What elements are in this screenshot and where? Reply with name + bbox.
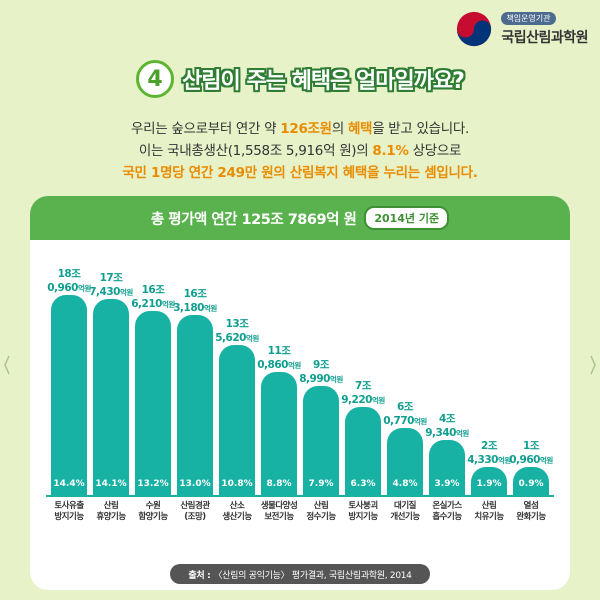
bar-value-label: 16조 6,210억원 [131,284,175,311]
main-title: 산림이 주는 혜택은 얼마일까요? [182,69,465,94]
bar-value-label: 2조 4,330억원 [467,440,511,466]
page-title: 4 산림이 주는 혜택은 얼마일까요? [0,60,600,98]
category-label: 생물다양성 보전기능 [260,501,298,522]
chart-bar [261,372,297,495]
bar-percent-label: 7.9% [308,479,334,489]
bar-percent-label: 0.9% [518,479,544,489]
bar-percent-label: 1.9% [476,479,502,489]
bar-value-label: 1조 0,960억원 [509,440,553,466]
intro-line-2: 이는 국내총생산(1,558조 5,916억 원)의 8.1% 상당으로 [138,143,462,159]
bar-value-label: 4조 9,340억원 [425,413,469,440]
bar-value-label: 16조 3,180억원 [173,287,217,314]
chart-bar [429,440,465,495]
chevron-right-icon[interactable] [590,355,596,375]
chart-bar [135,311,171,495]
bar-value-label: 17조 7,430억원 [89,271,133,298]
bar-percent-label: 8.8% [266,479,292,489]
chart-bar [93,298,129,495]
bar-value-label: 18조 0,960억원 [47,268,91,294]
intro-line-3: 국민 1명당 연간 249만 원의 산림복지 혜택을 누리는 셈입니다. [122,165,478,181]
section-number: 4 [136,60,175,98]
chart-bar [471,467,507,495]
chart-baseline [46,495,554,497]
category-label: 열섬 완화기능 [516,501,546,522]
taegeuk-icon [457,11,492,47]
category-label: 산림 휴양기능 [96,501,126,522]
chart-card: 총 평가액 연간 125조 7869억 원 2014년 기준 14.4% 18조 0… [30,196,570,590]
source-label: 출처 : [188,570,211,581]
bar-value-label: 13조 5,620억원 [215,318,259,345]
chart-bar [513,467,549,495]
chart-title: 총 평가액 연간 125조 7869억 원 [150,211,357,228]
bar-value-label: 7조 9,220억원 [341,380,385,407]
bar-percent-label: 3.9% [434,479,460,489]
category-label: 수원 함양기능 [138,501,168,522]
category-label: 토사붕괴 방지기능 [348,501,378,522]
bar-percent-label: 10.8% [221,479,253,489]
bar-percent-label: 4.8% [392,479,418,489]
org-name: 국립산림과학원 [501,29,588,46]
bar-percent-label: 14.4% [53,479,85,489]
bar-value-label: 6조 0,770억원 [383,400,427,427]
category-label: 산림 치유기능 [474,501,504,522]
category-label: 산림경관 (조망) [180,501,210,522]
bar-percent-label: 13.0% [179,479,211,489]
bar-percent-label: 6.3% [350,479,376,489]
category-label: 대기질 개선기능 [390,501,420,522]
chart-bar [219,345,255,495]
intro-line-1: 우리는 숲으로부터 연간 약 126조원의 혜택을 받고 있습니다. [130,121,470,137]
org-badge: 책임운영기관 [501,11,556,25]
chart-header: 총 평가액 연간 125조 7869억 원 2014년 기준 [30,196,570,240]
category-label: 온실가스 흡수기능 [432,501,462,522]
source-text: 〈산림의 공익기능〉 평가결과, 국립산림과학원, 2014 [213,570,412,581]
chevron-left-icon[interactable] [4,355,10,375]
bar-value-label: 11조 0,860억원 [257,345,301,372]
intro-text: 우리는 숲으로부터 연간 약 126조원의 혜택을 받고 있습니다. 이는 국내… [0,118,600,184]
org-logo: 책임운영기관 국립산림과학원 [455,10,588,48]
chart-bar [387,427,423,495]
year-badge: 2014년 기준 [364,206,450,230]
bar-value-label: 9조 8,990억원 [299,358,343,385]
source-note: 출처 : 〈산림의 공익기능〉 평가결과, 국립산림과학원, 2014 [170,564,430,584]
bar-percent-label: 14.1% [95,479,127,489]
chart-bar [345,407,381,495]
bar-percent-label: 13.2% [137,479,169,489]
chart-bar [303,385,339,495]
category-label: 토사유출 방지기능 [54,501,84,522]
category-label: 산소 생산기능 [222,501,252,522]
chart-bar [51,295,87,495]
category-label: 산림 정수기능 [306,501,336,522]
chart-bar [177,314,213,495]
